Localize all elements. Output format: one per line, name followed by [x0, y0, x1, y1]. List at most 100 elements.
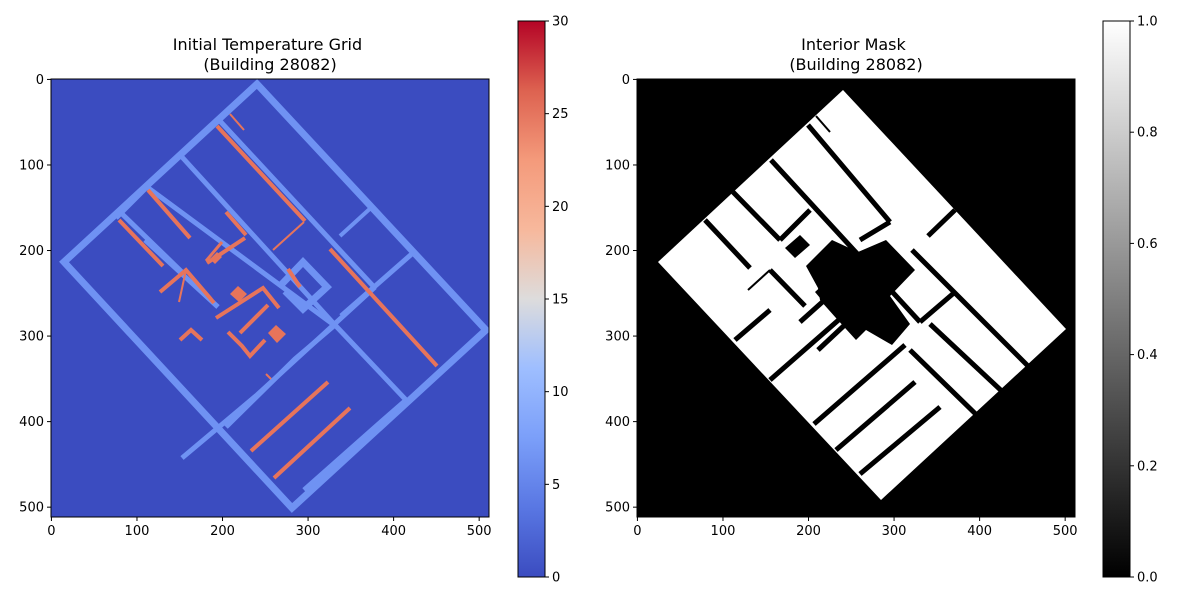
mask-y-tick-label: 200	[605, 244, 630, 259]
mask-wall	[815, 115, 831, 133]
heated-segment	[272, 406, 352, 480]
mask-axes-frame	[636, 78, 1076, 518]
mask-wall	[778, 208, 812, 242]
mask-wall	[768, 308, 852, 382]
mask-wall	[858, 219, 892, 243]
mask-core	[806, 240, 915, 345]
mask-wall	[768, 268, 807, 308]
temperature-x-tick-label: 400	[381, 524, 406, 539]
heated-segment	[224, 210, 248, 237]
heated-segment	[146, 188, 192, 240]
heated-block	[268, 325, 286, 343]
temperature-y-tick-label: 0	[36, 73, 44, 88]
temperature-title-line-2: (Building 28082)	[203, 55, 336, 74]
mask-x-tick-label: 400	[967, 524, 992, 539]
temperature-x-tick-label: 300	[296, 524, 321, 539]
mask-colorbar-tick-label: 0.8	[1137, 126, 1158, 141]
mask-wall	[731, 190, 782, 242]
mask-heatmap	[637, 79, 1075, 517]
heated-segment	[272, 221, 305, 251]
mask-wall	[928, 322, 1024, 412]
temperature-colorbar-tick-label: 5	[552, 478, 560, 493]
mask-colorbar	[1102, 20, 1131, 578]
mask-wall	[769, 158, 922, 324]
temperature-y-tick-label: 300	[19, 330, 44, 345]
interior-wall	[302, 398, 408, 492]
interior-wall	[217, 118, 376, 289]
heated-block	[210, 252, 222, 264]
heated-segment	[178, 269, 187, 303]
mask-x-tick-label: 100	[711, 524, 736, 539]
interior-wall	[338, 203, 376, 238]
temperature-y-tick-label: 400	[19, 415, 44, 430]
temperature-colorbar-ticks: 0 5 10 15 20 25 30	[545, 15, 569, 586]
temperature-x-tick-label: 100	[125, 524, 150, 539]
heated-segment	[328, 247, 439, 368]
mask-wall-gaps	[703, 115, 1032, 476]
mask-wall	[747, 269, 771, 291]
interior-mask-panel: Interior Mask (Building 28082)	[605, 15, 1158, 586]
heated-segment	[229, 113, 245, 131]
temperature-heated-segments	[117, 113, 439, 480]
mask-y-tick-label: 100	[605, 158, 630, 173]
heated-segment	[214, 285, 281, 320]
temperature-y-tick-label: 200	[19, 244, 44, 259]
temperature-colorbar	[517, 20, 546, 578]
mask-wall	[910, 248, 1032, 370]
temperature-colorbar-tick-label: 0	[552, 571, 560, 586]
interior-wall	[145, 184, 336, 328]
heated-segment	[238, 303, 270, 335]
mask-colorbar-tick-label: 1.0	[1137, 15, 1158, 30]
mask-title-line-1: Interior Mask	[801, 35, 906, 54]
mask-x-tick-label: 0	[633, 524, 641, 539]
temperature-x-tick-label: 500	[467, 524, 492, 539]
interior-wall-core	[277, 256, 333, 314]
temperature-chart-title: Initial Temperature Grid (Building 28082…	[173, 35, 367, 74]
mask-wall	[703, 218, 752, 270]
mask-colorbar-ticks: 0.0 0.2 0.4 0.6 0.8 1.0	[1130, 15, 1158, 586]
temperature-colorbar-tick-label: 20	[552, 200, 569, 215]
temperature-colorbar-tick-label: 10	[552, 385, 569, 400]
mask-wall	[806, 123, 892, 224]
temperature-y-tick-label: 100	[19, 158, 44, 173]
mask-wall	[926, 208, 957, 238]
interior-wall	[333, 323, 408, 402]
mask-core-notch	[785, 235, 810, 258]
temperature-colorbar-tick-label: 25	[552, 107, 569, 122]
mask-wall	[812, 343, 907, 426]
temperature-colorbar-tick-label: 15	[552, 293, 569, 308]
heated-segment	[204, 241, 224, 262]
mask-core-notch	[815, 282, 836, 305]
mask-wall	[918, 290, 957, 324]
interior-wall	[339, 250, 416, 318]
interior-wall-spine	[180, 155, 337, 327]
mask-wall	[908, 348, 992, 430]
heated-segment	[158, 267, 216, 305]
mask-colorbar-tick-label: 0.2	[1137, 459, 1158, 474]
temperature-axes-frame	[50, 78, 490, 518]
heated-segment	[226, 330, 267, 360]
temperature-grid-panel: Initial Temperature Grid (Building 28082…	[19, 15, 568, 586]
mask-x-tick-label: 300	[882, 524, 907, 539]
mask-wall	[834, 380, 917, 452]
heated-segment	[249, 380, 330, 453]
temperature-y-tick-label: 500	[19, 501, 44, 516]
mask-y-tick-label: 500	[605, 501, 630, 516]
interior-wall	[114, 185, 149, 220]
temperature-x-tick-label: 200	[210, 524, 235, 539]
mask-y-tick-label: 300	[605, 330, 630, 345]
mask-chart-title: Interior Mask (Building 28082)	[789, 35, 922, 74]
mask-title-line-2: (Building 28082)	[789, 55, 922, 74]
mask-x-tick-label: 500	[1053, 524, 1078, 539]
heated-segment	[215, 124, 307, 223]
heated-segment	[117, 218, 165, 268]
mask-wall	[858, 405, 942, 476]
heated-segment	[265, 373, 272, 380]
heated-block	[230, 286, 247, 302]
mask-colorbar-tick-label: 0.6	[1137, 237, 1158, 252]
mask-y-tick-label: 400	[605, 415, 630, 430]
temperature-title-line-1: Initial Temperature Grid	[173, 35, 362, 54]
temperature-x-tick-label: 0	[47, 524, 55, 539]
